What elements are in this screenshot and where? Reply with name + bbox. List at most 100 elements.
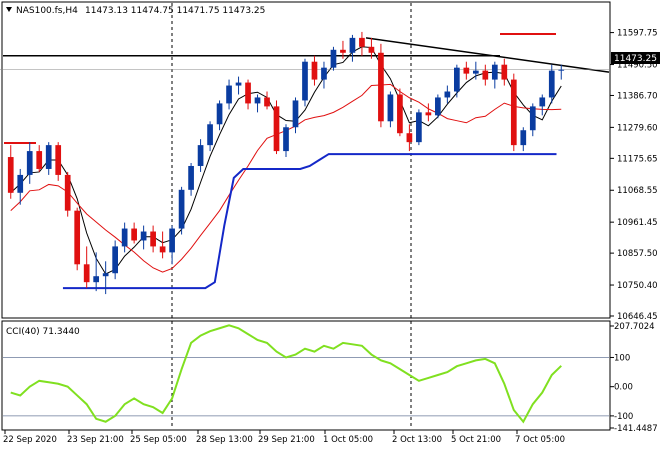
candle-body: [273, 106, 280, 152]
time-label: 1 Oct 05:00: [323, 435, 373, 445]
candle-body: [121, 228, 128, 247]
candle-body: [245, 82, 251, 104]
candle-body: [45, 145, 52, 169]
time-axis: 22 Sep 2020 23 Sep 21:00 25 Sep 05:00 28 Se…: [3, 430, 565, 445]
candle-body: [435, 97, 441, 116]
candle-body: [216, 103, 223, 125]
time-label: 28 Sep 13:00: [196, 435, 253, 445]
price-tick-label: 11279.60: [617, 123, 658, 133]
candle-body: [169, 228, 175, 253]
candle-body: [112, 246, 118, 274]
trendline: [365, 37, 610, 73]
candle-body: [463, 67, 470, 74]
symbol-label: NAS100.fs,H4: [16, 6, 78, 16]
candle-body: [330, 49, 337, 68]
grid-lines: [171, 3, 412, 429]
candle-body: [26, 151, 33, 175]
candle-body: [17, 174, 24, 193]
candle-body: [159, 246, 166, 253]
time-label: 25 Sep 05:00: [130, 435, 187, 445]
triangle-down-icon[interactable]: [6, 7, 12, 12]
time-label: 22 Sep 2020: [3, 435, 57, 445]
candle-body: [491, 64, 498, 80]
ohlc-label: 11473.13 11474.75 11471.75 11473.25: [85, 6, 265, 16]
candle-body: [235, 82, 242, 86]
candle-body: [520, 130, 527, 146]
time-label: 2 Oct 13:00: [392, 435, 442, 445]
price-tick-label: 11597.75: [617, 29, 658, 39]
candle-body: [340, 49, 346, 53]
cci-panel[interactable]: [1, 320, 611, 431]
candle-body: [558, 69, 565, 71]
candle-body: [387, 94, 394, 122]
candle-body: [150, 231, 156, 247]
candle-body: [83, 264, 90, 283]
candles: [7, 31, 565, 295]
candle-body: [368, 46, 375, 53]
price-tick-label: 11068.55: [617, 186, 658, 196]
candle-body: [529, 106, 536, 131]
candle-body: [74, 210, 81, 265]
candle-body: [188, 165, 194, 190]
candle-body: [482, 70, 489, 80]
candle-body: [264, 97, 270, 107]
chart-overlays: [0, 33, 610, 290]
price-tick-label: 10646.45: [617, 312, 658, 322]
candle-body: [226, 85, 232, 104]
cci-series-line: [10, 324, 562, 424]
candle-body: [444, 91, 451, 98]
candle-body: [93, 276, 100, 283]
candle-body: [378, 52, 384, 122]
price-tick-label: 11386.70: [617, 91, 658, 101]
price-panel[interactable]: [1, 1, 611, 319]
candle-body: [416, 112, 422, 143]
candle-body: [207, 124, 213, 146]
candle-body: [131, 228, 137, 241]
candle-body: [321, 67, 327, 80]
candle-body: [510, 79, 517, 146]
candle-body: [359, 37, 365, 47]
support-line: [62, 153, 557, 290]
ma-fast-line: [10, 46, 562, 275]
price-tick-label: 11490.50: [617, 61, 658, 71]
candle-body: [36, 151, 43, 169]
time-label: 29 Sep 21:00: [258, 435, 315, 445]
candle-body: [178, 189, 185, 229]
time-label: 23 Sep 21:00: [67, 435, 124, 445]
candle-body: [254, 97, 261, 104]
cci-title: CCI(40) 71.3440: [6, 327, 80, 337]
candle-body: [454, 67, 460, 92]
current-price-tag: 11473.25: [611, 52, 660, 64]
candle-body: [140, 231, 147, 241]
cci-tick-label: -141.4487: [614, 424, 658, 434]
svg-text:11473.25: 11473.25: [614, 54, 657, 64]
price-tick-label: 10961.45: [617, 218, 658, 228]
cci-tick-label: 207.7024: [614, 322, 655, 332]
price-tick-label: 10750.40: [617, 281, 658, 291]
candle-body: [55, 145, 62, 175]
candle-body: [302, 61, 308, 101]
candle-body: [501, 64, 508, 80]
time-label: 7 Oct 05:00: [515, 435, 565, 445]
candle-body: [102, 273, 109, 277]
candle-body: [539, 97, 546, 107]
candle-body: [406, 133, 413, 143]
cci-axis: 207.7024 100 0.00 -100 -141.4487: [610, 322, 658, 434]
candle-body: [7, 157, 14, 193]
cci-levels: [3, 357, 609, 417]
cci-line: [10, 324, 562, 424]
price-tick-label: 11175.65: [617, 154, 658, 164]
candle-body: [197, 145, 204, 166]
cci-tick-label: -100: [614, 412, 633, 422]
candle-body: [397, 94, 403, 134]
candle-body: [64, 174, 71, 211]
price-tick-label: 10857.50: [617, 249, 658, 259]
candle-body: [548, 70, 555, 98]
candle-body: [425, 112, 432, 116]
time-label: 5 Oct 21:00: [451, 435, 501, 445]
candle-body: [472, 70, 479, 74]
cci-tick-label: 0.00: [614, 383, 633, 393]
candle-body: [349, 37, 356, 53]
cci-tick-label: 100: [614, 353, 630, 363]
